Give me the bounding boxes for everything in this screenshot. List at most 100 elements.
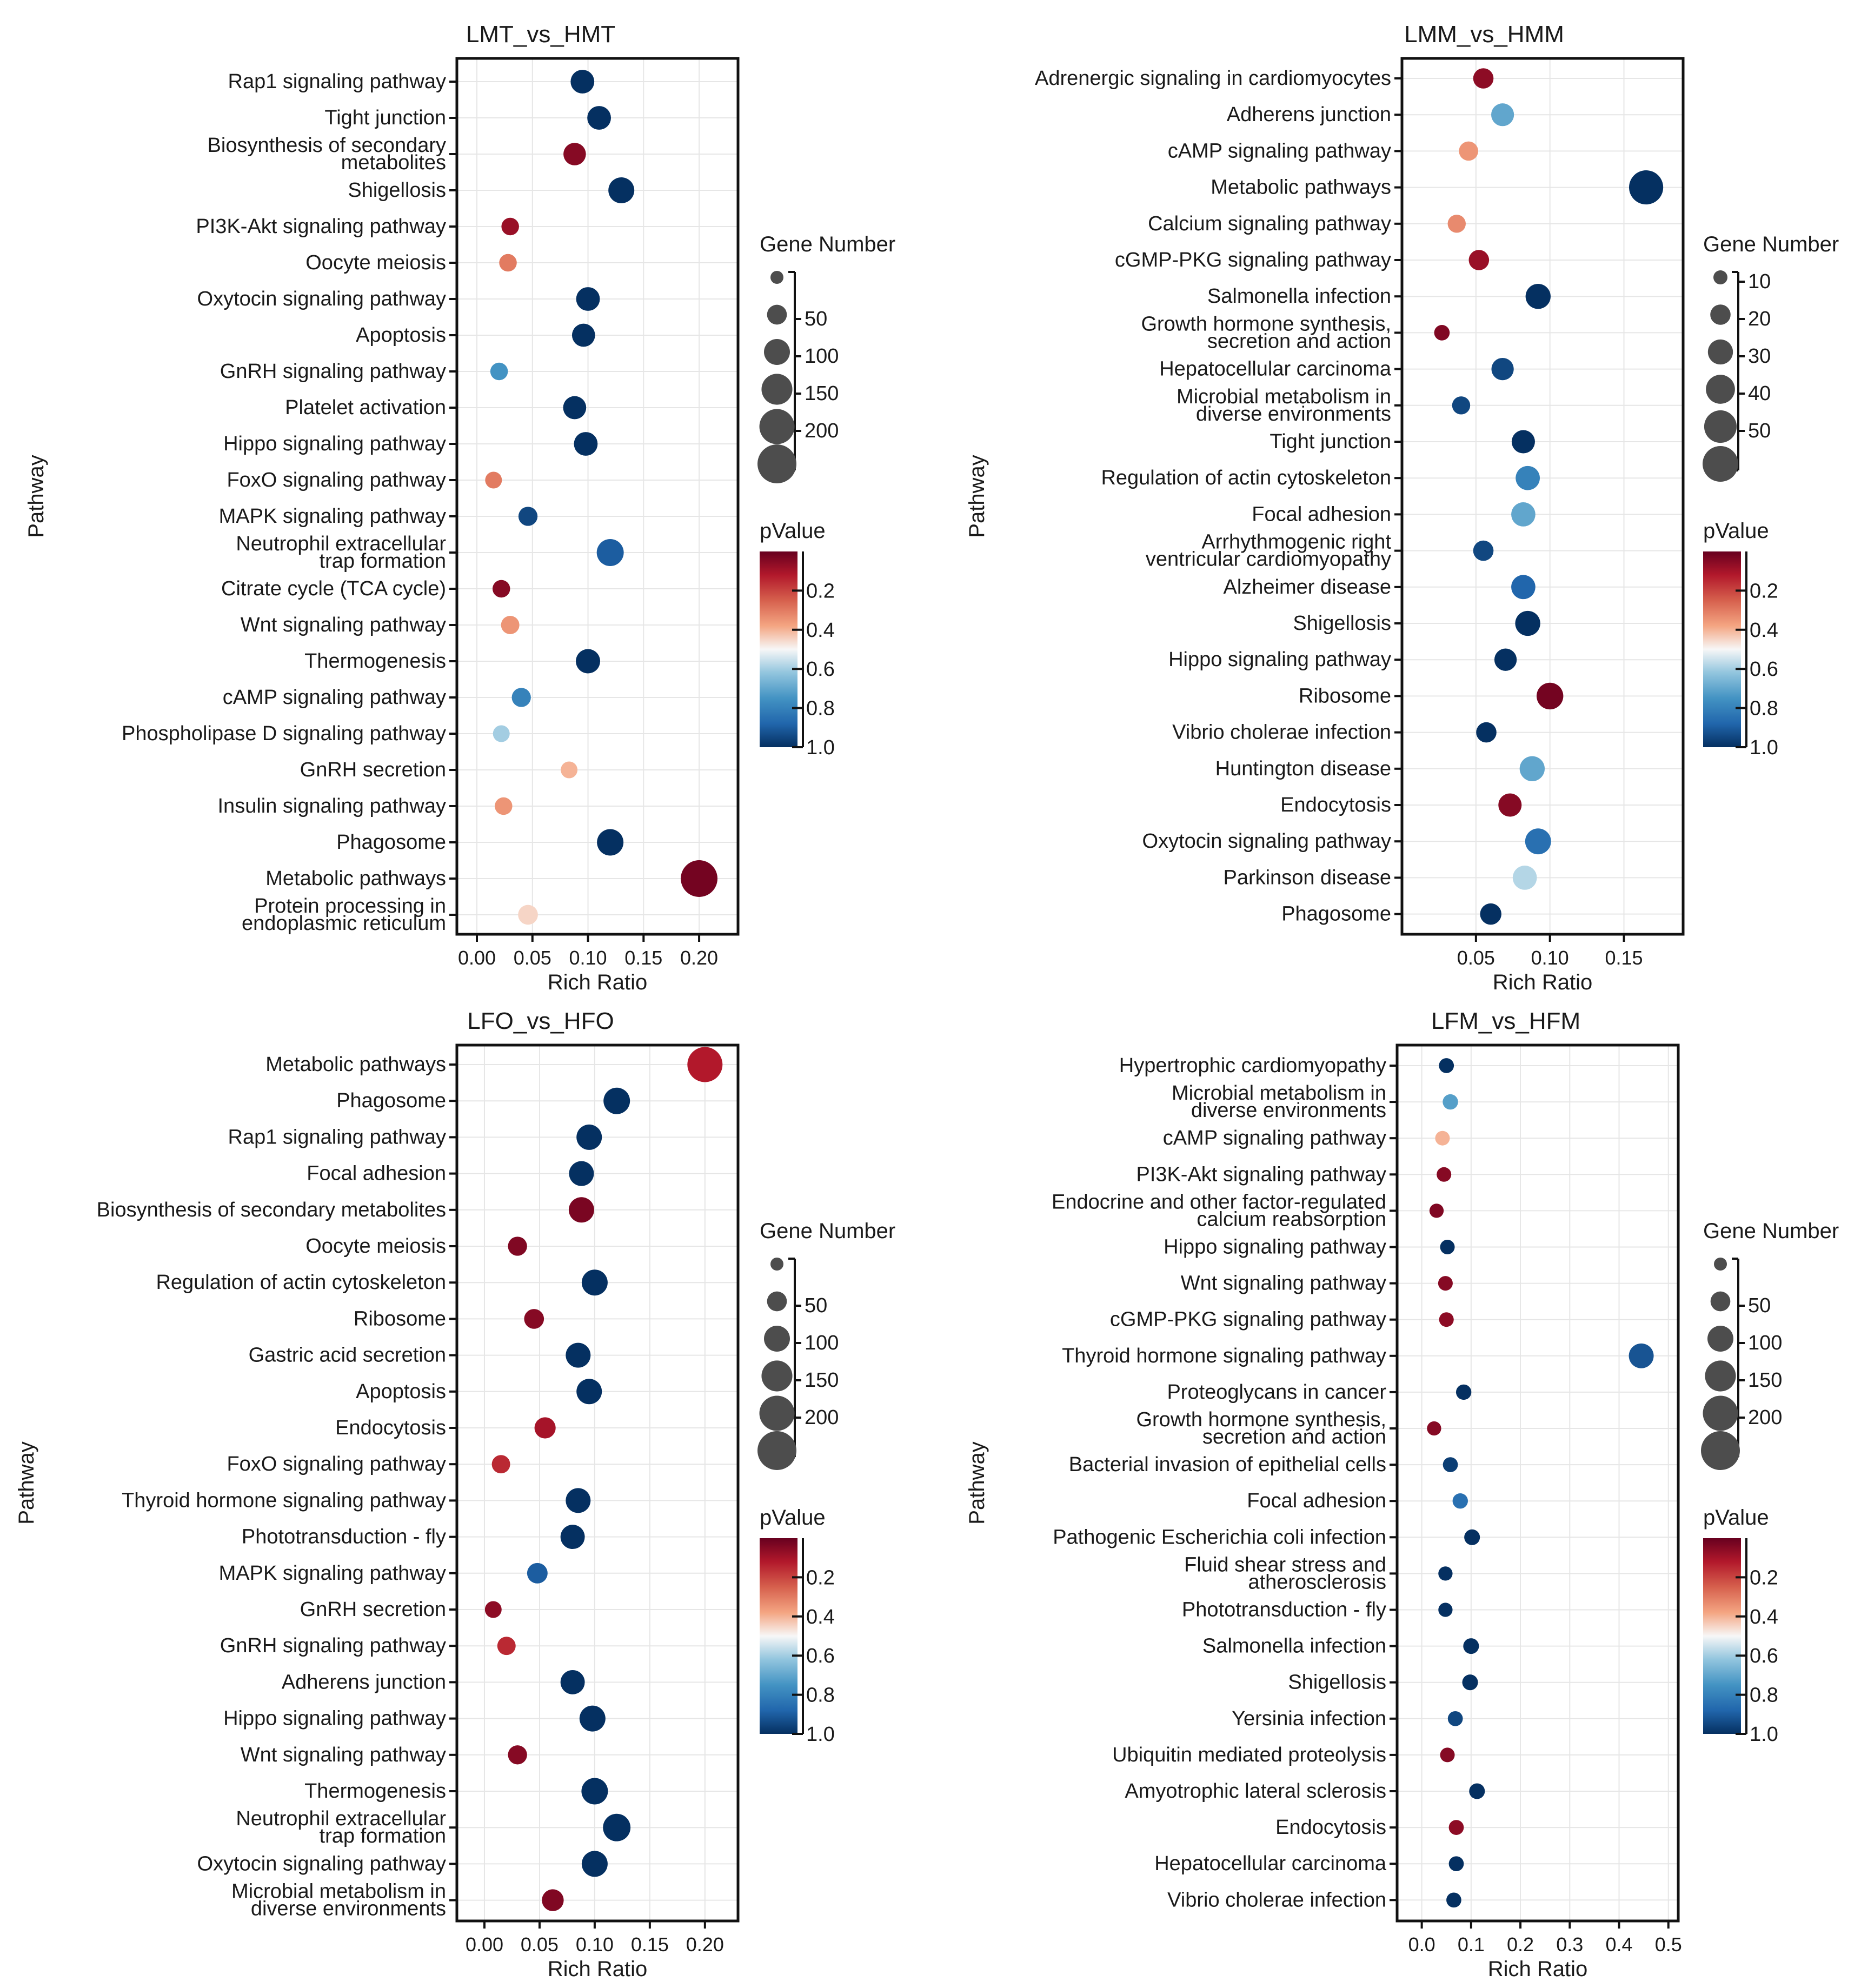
size-legend-dot (1707, 339, 1733, 365)
pathway-label: Focal adhesion (1247, 1490, 1386, 1512)
panel-4: LFM_vs_HFM Hypertrophic cardiomyopathy Mic… (965, 1008, 1839, 1981)
bubble (1516, 466, 1540, 490)
pathway-label: Citrate cycle (TCA cycle) (221, 577, 446, 600)
bubble (608, 177, 635, 203)
size-legend-label: 50 (1748, 420, 1771, 442)
pvalue-colorbar-label: 0.6 (806, 1645, 835, 1667)
pathway-label: Biosynthesis of secondary metabolites (97, 1199, 446, 1221)
x-tick-label: 0.20 (686, 1933, 724, 1956)
pathway-label: Oxytocin signaling pathway (1142, 830, 1391, 853)
bubble (1473, 540, 1494, 561)
pathway-label: GnRH signaling pathway (220, 360, 446, 383)
pathway-label: Alzheimer disease (1224, 576, 1391, 599)
pathway-label: Arrhythmogenic right ventricular cardiomy… (1146, 531, 1392, 571)
size-legend-dot (1714, 1258, 1727, 1271)
gene-number-legend-title: Gene Number (1703, 1219, 1839, 1243)
pathway-label: Yersinia infection (1232, 1707, 1386, 1730)
pathway-label: Rap1 signaling pathway (228, 70, 447, 93)
bubble (574, 432, 598, 456)
pathway-label: Growth hormone synthesis, secretion and a… (1141, 313, 1391, 353)
size-legend-dot (1703, 1395, 1738, 1431)
bubble (576, 1379, 602, 1405)
pathway-label: Tight junction (324, 107, 446, 129)
y-axis-label: Pathway (965, 455, 989, 537)
pathway-label: Shigellosis (1288, 1671, 1386, 1694)
x-tick-label: 0.3 (1556, 1933, 1583, 1956)
size-legend-dot (1707, 1326, 1733, 1352)
bubble (1447, 1711, 1463, 1726)
pathway-label: Amyotrophic lateral sclerosis (1125, 1780, 1386, 1803)
bubble (1438, 1276, 1453, 1291)
pathway-label: Protein processing in endoplasmic reticul… (242, 895, 446, 935)
bubble (581, 1269, 608, 1296)
pathway-label: PI3K-Akt signaling pathway (1136, 1163, 1386, 1186)
x-tick-label: 0.00 (458, 947, 496, 969)
pvalue-colorbar-label: 0.8 (1750, 1684, 1778, 1707)
x-tick-label: 0.0 (1408, 1933, 1435, 1956)
bubble (1511, 430, 1535, 454)
pathway-label: Hepatocellular carcinoma (1159, 358, 1392, 381)
bubble (1447, 215, 1466, 233)
bubble (499, 254, 517, 272)
bubble (603, 1813, 631, 1841)
plot-frame (455, 57, 740, 936)
pathway-label: cGMP-PKG signaling pathway (1115, 249, 1391, 271)
size-legend-label: 100 (805, 1332, 839, 1354)
pvalue-legend-title: pValue (1703, 519, 1769, 543)
pathway-label: cAMP signaling pathway (1163, 1127, 1386, 1149)
pathway-label: Shigellosis (348, 179, 446, 202)
pathway-label: Phototransduction - fly (1182, 1599, 1386, 1621)
bubble (1491, 357, 1514, 381)
x-axis-label: Rich Ratio (1488, 1957, 1588, 1981)
panel-title: LFM_vs_HFM (1431, 1008, 1580, 1034)
pathway-label: Fluid shear stress and atherosclerosis (1184, 1553, 1386, 1593)
size-legend-dot (767, 304, 787, 325)
bubble (566, 1488, 591, 1513)
bubble (570, 70, 595, 94)
pathway-label: Vibrio cholerae infection (1167, 1889, 1386, 1911)
pathway-label: Oxytocin signaling pathway (197, 1852, 446, 1875)
pathway-label: Phagosome (336, 1089, 446, 1112)
bubble (1512, 866, 1537, 890)
bubble (687, 1047, 723, 1082)
size-legend-dot (1704, 410, 1737, 443)
x-axis-label: Rich Ratio (1493, 970, 1593, 994)
bubble (1494, 648, 1517, 671)
bubble (1435, 1131, 1450, 1146)
size-legend-dot (1713, 270, 1727, 284)
bubble (576, 287, 600, 311)
size-legend-dot (1706, 375, 1735, 404)
bubble (1511, 575, 1536, 600)
pathway-label: Metabolic pathways (265, 867, 446, 890)
pvalue-legend-title: pValue (1703, 1506, 1769, 1530)
bubble (560, 1670, 585, 1694)
x-tick-label: 0.05 (514, 947, 551, 969)
bubble (1439, 1312, 1454, 1327)
bubble (563, 143, 586, 165)
pathway-label: Focal adhesion (307, 1162, 446, 1185)
size-legend-label: 100 (805, 345, 839, 368)
pathway-label: Neutrophil extracellular trap formation (236, 533, 446, 573)
bubble (508, 1745, 527, 1765)
pathway-label: Oocyte meiosis (305, 251, 446, 274)
bubble (497, 1637, 516, 1655)
size-legend-dot (1701, 1431, 1740, 1470)
pathway-label: Wnt signaling pathway (241, 1744, 446, 1766)
pathway-label: Thyroid hormone signaling pathway (1062, 1345, 1386, 1367)
bubble (490, 362, 508, 381)
pvalue-colorbar-label: 0.8 (806, 1684, 835, 1707)
bubble (518, 507, 538, 526)
bubble (576, 1124, 602, 1150)
x-tick-label: 0.15 (1605, 947, 1643, 969)
pvalue-colorbar-label: 0.6 (1750, 658, 1778, 681)
pvalue-colorbar-label: 1.0 (1750, 736, 1778, 759)
size-legend-label: 30 (1748, 345, 1771, 368)
x-axis-label: Rich Ratio (548, 1957, 648, 1981)
bubble (568, 1197, 594, 1223)
bubble (587, 106, 611, 130)
x-axis-label: Rich Ratio (548, 970, 648, 994)
pathway-label: Adherens junction (1227, 103, 1391, 126)
pathway-label: Apoptosis (356, 1380, 446, 1403)
bubble (492, 580, 510, 598)
bubble (1463, 1638, 1479, 1654)
